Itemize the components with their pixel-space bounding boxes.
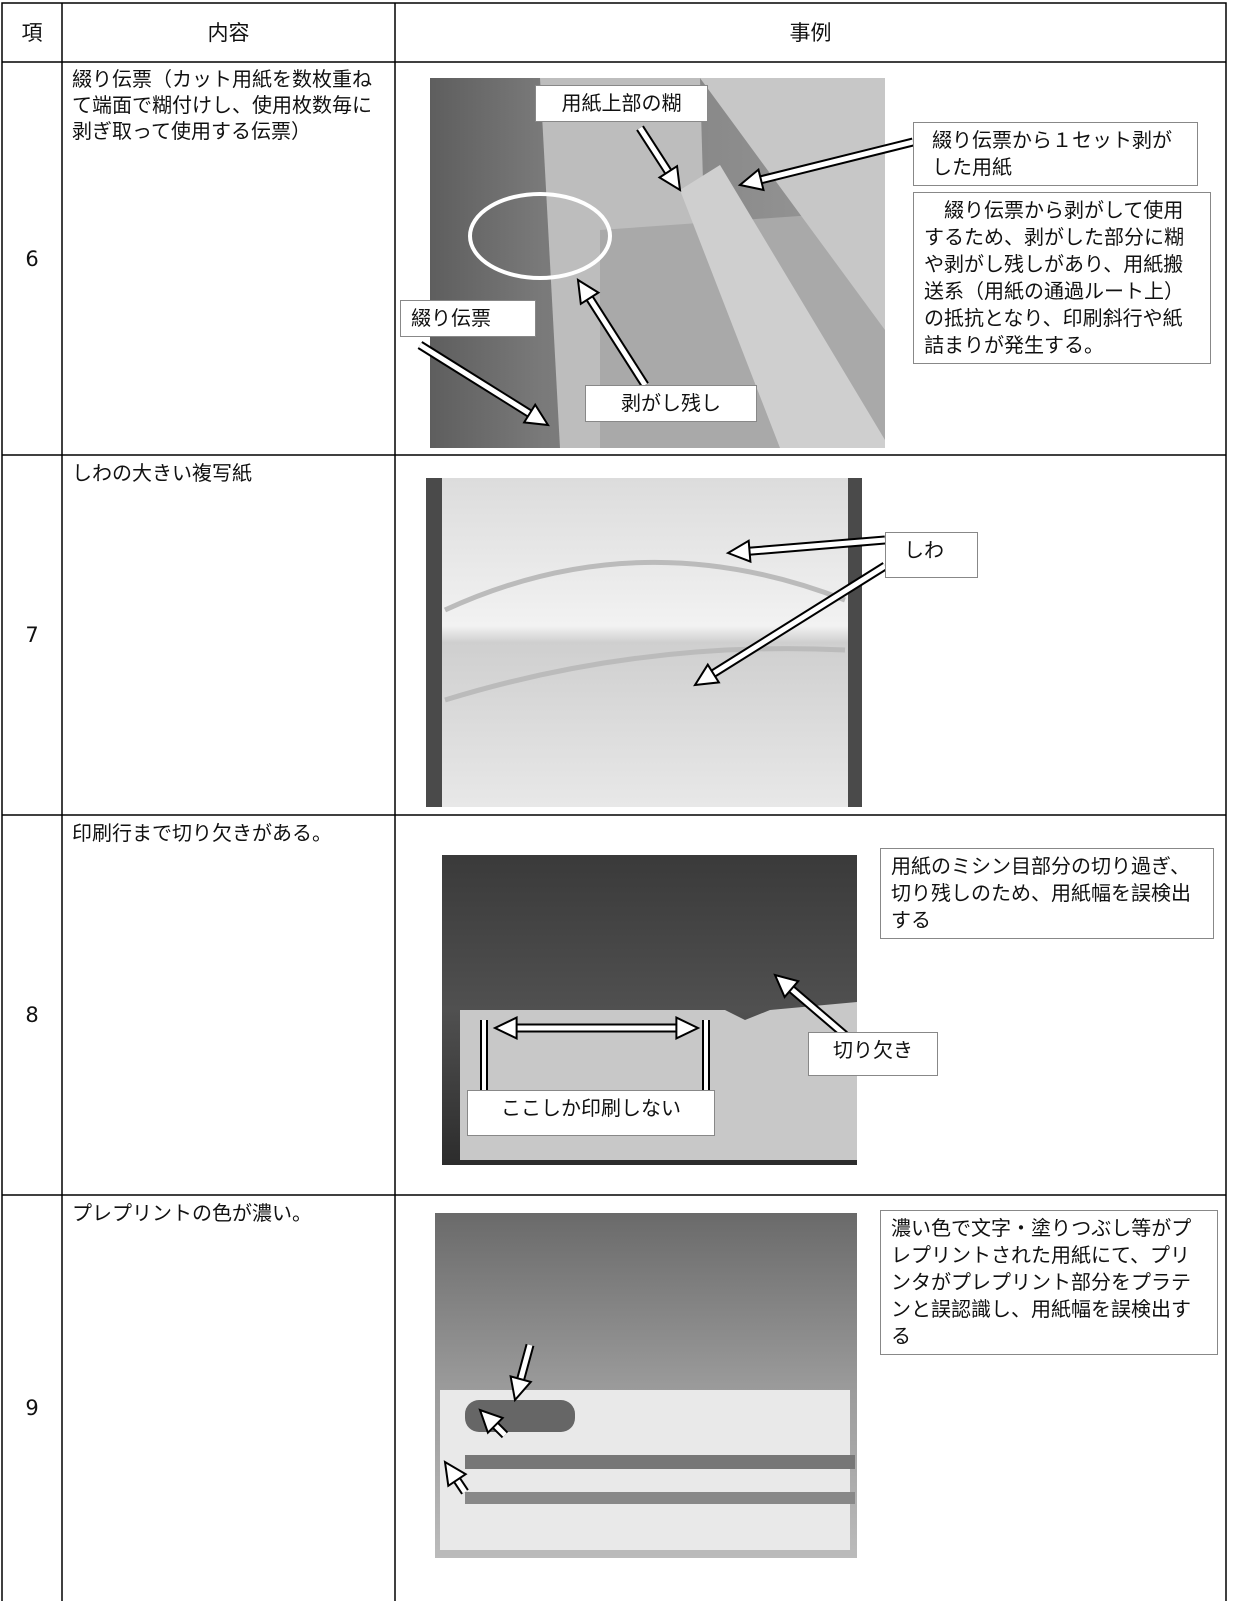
row-number: 7 [25, 623, 39, 647]
arrow [675, 1015, 701, 1041]
arrow [443, 1460, 468, 1488]
arrow [758, 139, 914, 183]
callout: 切り欠き [808, 1032, 938, 1076]
arrow [693, 662, 721, 687]
arrow [725, 539, 752, 564]
callout: 綴り伝票 [400, 300, 536, 337]
arrow [787, 985, 847, 1037]
arrow [478, 1408, 505, 1435]
arrow [492, 1015, 518, 1041]
callout: 綴り伝票から剥がして使用するため、剥がした部分に糊や剥がし残しがあり、用紙搬送系… [913, 192, 1211, 364]
callout: しわ [885, 532, 978, 578]
arrow [737, 167, 765, 192]
arrow [576, 278, 601, 306]
arrow [637, 126, 672, 176]
photo [426, 478, 862, 807]
row-content: 綴り伝票（カット用紙を数枚重ねて端面で糊付けし、使用枚数毎に剥ぎ取って使用する伝… [72, 67, 372, 143]
callout: 用紙のミシン目部分の切り過ぎ、切り残しのため、用紙幅を誤検出する [880, 848, 1214, 939]
table-grid [1, 2, 1227, 1601]
row-number: 6 [25, 247, 39, 271]
row-number: 9 [25, 1396, 39, 1420]
callout: 用紙上部の糊 [535, 85, 708, 122]
row-number: 8 [25, 1003, 39, 1027]
arrow [418, 342, 534, 417]
arrow [657, 164, 682, 192]
photo [435, 1213, 857, 1558]
arrow [509, 1375, 533, 1403]
header-cell: 事例 [789, 21, 832, 45]
header-cell: 内容 [207, 21, 250, 45]
row-content: プレプリントの色が濃い。 [72, 1201, 312, 1225]
row-content: しわの大きい複写紙 [72, 461, 252, 485]
callout: 濃い色で文字・塗りつぶし等がプレプリントされた用紙にて、プリンタがプレプリント部… [880, 1210, 1218, 1355]
arrow [522, 402, 550, 427]
arrow [586, 294, 648, 387]
arrow [746, 537, 886, 554]
arrow [517, 1344, 533, 1383]
arrow [709, 563, 887, 677]
row-content: 印刷行まで切り欠きがある。 [72, 821, 332, 845]
arrow [773, 973, 800, 999]
callout: ここしか印刷しない [467, 1090, 715, 1136]
callout: 綴り伝票から１セット剥がした用紙 [913, 122, 1198, 186]
header-cell: 項 [21, 21, 43, 45]
callout: 剥がし残し [585, 385, 757, 422]
